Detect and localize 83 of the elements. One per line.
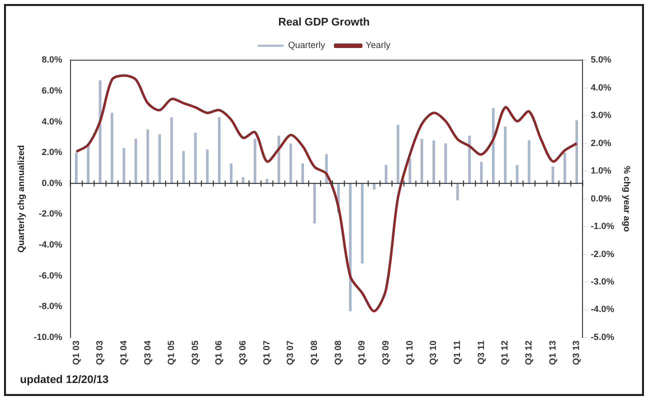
y-tick-label: 0.0% — [42, 178, 62, 188]
y-tick-label: 4.0% — [42, 116, 62, 126]
legend-label: Yearly — [366, 40, 391, 50]
y2-tick-label: -3.0% — [590, 276, 614, 287]
bar — [396, 124, 400, 184]
y2-tick-label: -4.0% — [590, 304, 614, 314]
y2-tick-label: 3.0% — [590, 110, 612, 120]
x-tick-label: Q3 04 — [142, 340, 152, 366]
bar — [289, 143, 292, 184]
bar — [218, 117, 221, 184]
bar — [182, 151, 185, 184]
bar — [134, 138, 138, 184]
bar — [528, 140, 530, 184]
y2-tick-label: -1.0% — [590, 221, 614, 232]
y-axis-title: Quarterly chg annualized — [16, 145, 26, 253]
x-tick-label: Q3 10 — [428, 340, 438, 366]
y-tick-label: 6.0% — [42, 85, 62, 96]
x-tick-label: Q1 05 — [166, 340, 176, 366]
bar — [516, 164, 518, 184]
x-tick-label: Q3 05 — [190, 340, 200, 366]
bar — [86, 144, 90, 184]
bar — [504, 126, 507, 184]
y2-tick-label: 4.0% — [590, 82, 612, 92]
bar — [408, 158, 412, 184]
x-tick-label: Q3 07 — [285, 340, 296, 366]
y2-tick-label: -5.0% — [590, 332, 614, 342]
x-tick-label: Q3 13 — [571, 340, 582, 366]
x-tick-label: Q3 11 — [476, 340, 486, 365]
y-tick-label: -8.0% — [38, 301, 62, 312]
x-tick-label: Q3 03 — [94, 340, 105, 366]
x-tick-label: Q3 06 — [238, 340, 248, 366]
bar — [122, 148, 126, 184]
x-tick-label: Q1 03 — [70, 340, 81, 366]
chart-title: Real GDP Growth — [278, 16, 370, 29]
bar — [158, 134, 161, 184]
bar — [230, 163, 232, 184]
bar — [194, 132, 197, 184]
bar — [110, 112, 114, 184]
bar — [420, 138, 424, 184]
bar — [146, 130, 150, 184]
x-tick-label: Q1 06 — [214, 340, 224, 366]
y-tick-label: 2.0% — [42, 147, 62, 158]
legend-label: Quarterly — [288, 40, 326, 50]
y2-tick-label: 0.0% — [590, 193, 612, 204]
x-tick-label: Q1 04 — [118, 340, 128, 366]
y-tick-label: -6.0% — [38, 270, 62, 280]
bar — [480, 162, 483, 184]
bar — [170, 117, 173, 184]
bar — [552, 166, 554, 184]
bar — [468, 136, 471, 184]
bar — [575, 120, 578, 184]
y-tick-label: -10.0% — [34, 332, 62, 342]
y2-tick-label: 5.0% — [590, 54, 612, 65]
x-tick-label: Q1 13 — [547, 340, 558, 366]
x-tick-label: Q1 12 — [500, 340, 510, 366]
y2-tick-label: 2.0% — [590, 138, 612, 148]
bar — [564, 152, 566, 184]
x-tick-label: Q1 07 — [261, 340, 272, 366]
y2-tick-label: 1.0% — [590, 166, 612, 176]
bar — [456, 183, 459, 200]
bar — [74, 152, 78, 184]
y2-tick-label: -2.0% — [590, 248, 614, 259]
bar — [254, 138, 256, 184]
x-tick-label: Q1 09 — [356, 340, 367, 366]
x-tick-label: Q3 09 — [380, 340, 391, 366]
x-tick-label: Q1 11 — [452, 340, 462, 365]
x-tick-label: Q3 08 — [332, 340, 343, 366]
text: updated 12/20/13 — [20, 374, 109, 386]
bar — [384, 164, 388, 184]
line-series — [75, 74, 578, 312]
y-tick-label: 8.0% — [42, 54, 62, 65]
bar — [206, 150, 209, 184]
bar — [360, 183, 364, 264]
x-tick-label: Q1 10 — [404, 340, 414, 366]
y-tick-label: -2.0% — [38, 208, 62, 219]
y2-axis-title: % chg year ago — [622, 166, 632, 232]
bar — [313, 183, 316, 224]
bar — [444, 143, 447, 184]
x-tick-label: Q3 12 — [524, 340, 534, 366]
bar — [432, 140, 436, 184]
y-tick-label: -4.0% — [38, 240, 62, 250]
x-tick-label: Q1 08 — [309, 340, 320, 366]
bar — [301, 163, 304, 184]
